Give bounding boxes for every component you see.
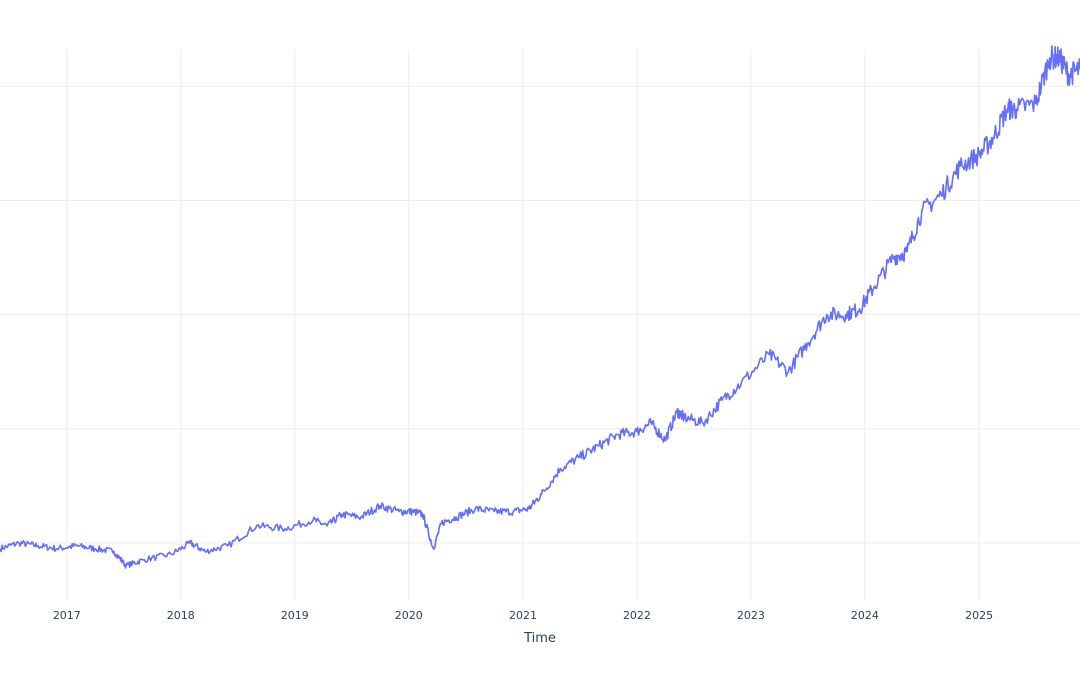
- x-tick-label: 2022: [623, 609, 651, 622]
- x-tick-label: 2017: [53, 609, 81, 622]
- series-line: [0, 45, 1080, 569]
- x-tick-label: 2018: [167, 609, 195, 622]
- x-axis-title: Time: [523, 631, 556, 646]
- x-tick-label: 2025: [965, 609, 993, 622]
- x-tick-label: 2021: [509, 609, 537, 622]
- x-axis: 2017201820192020202120222023202420252: [53, 609, 993, 622]
- x-tick-label: 2023: [737, 609, 765, 622]
- grid: [0, 50, 1080, 600]
- x-tick-label: 2019: [281, 609, 309, 622]
- plot-area: [0, 45, 1080, 569]
- x-tick-label: 2020: [395, 609, 423, 622]
- x-tick-label: 2024: [851, 609, 879, 622]
